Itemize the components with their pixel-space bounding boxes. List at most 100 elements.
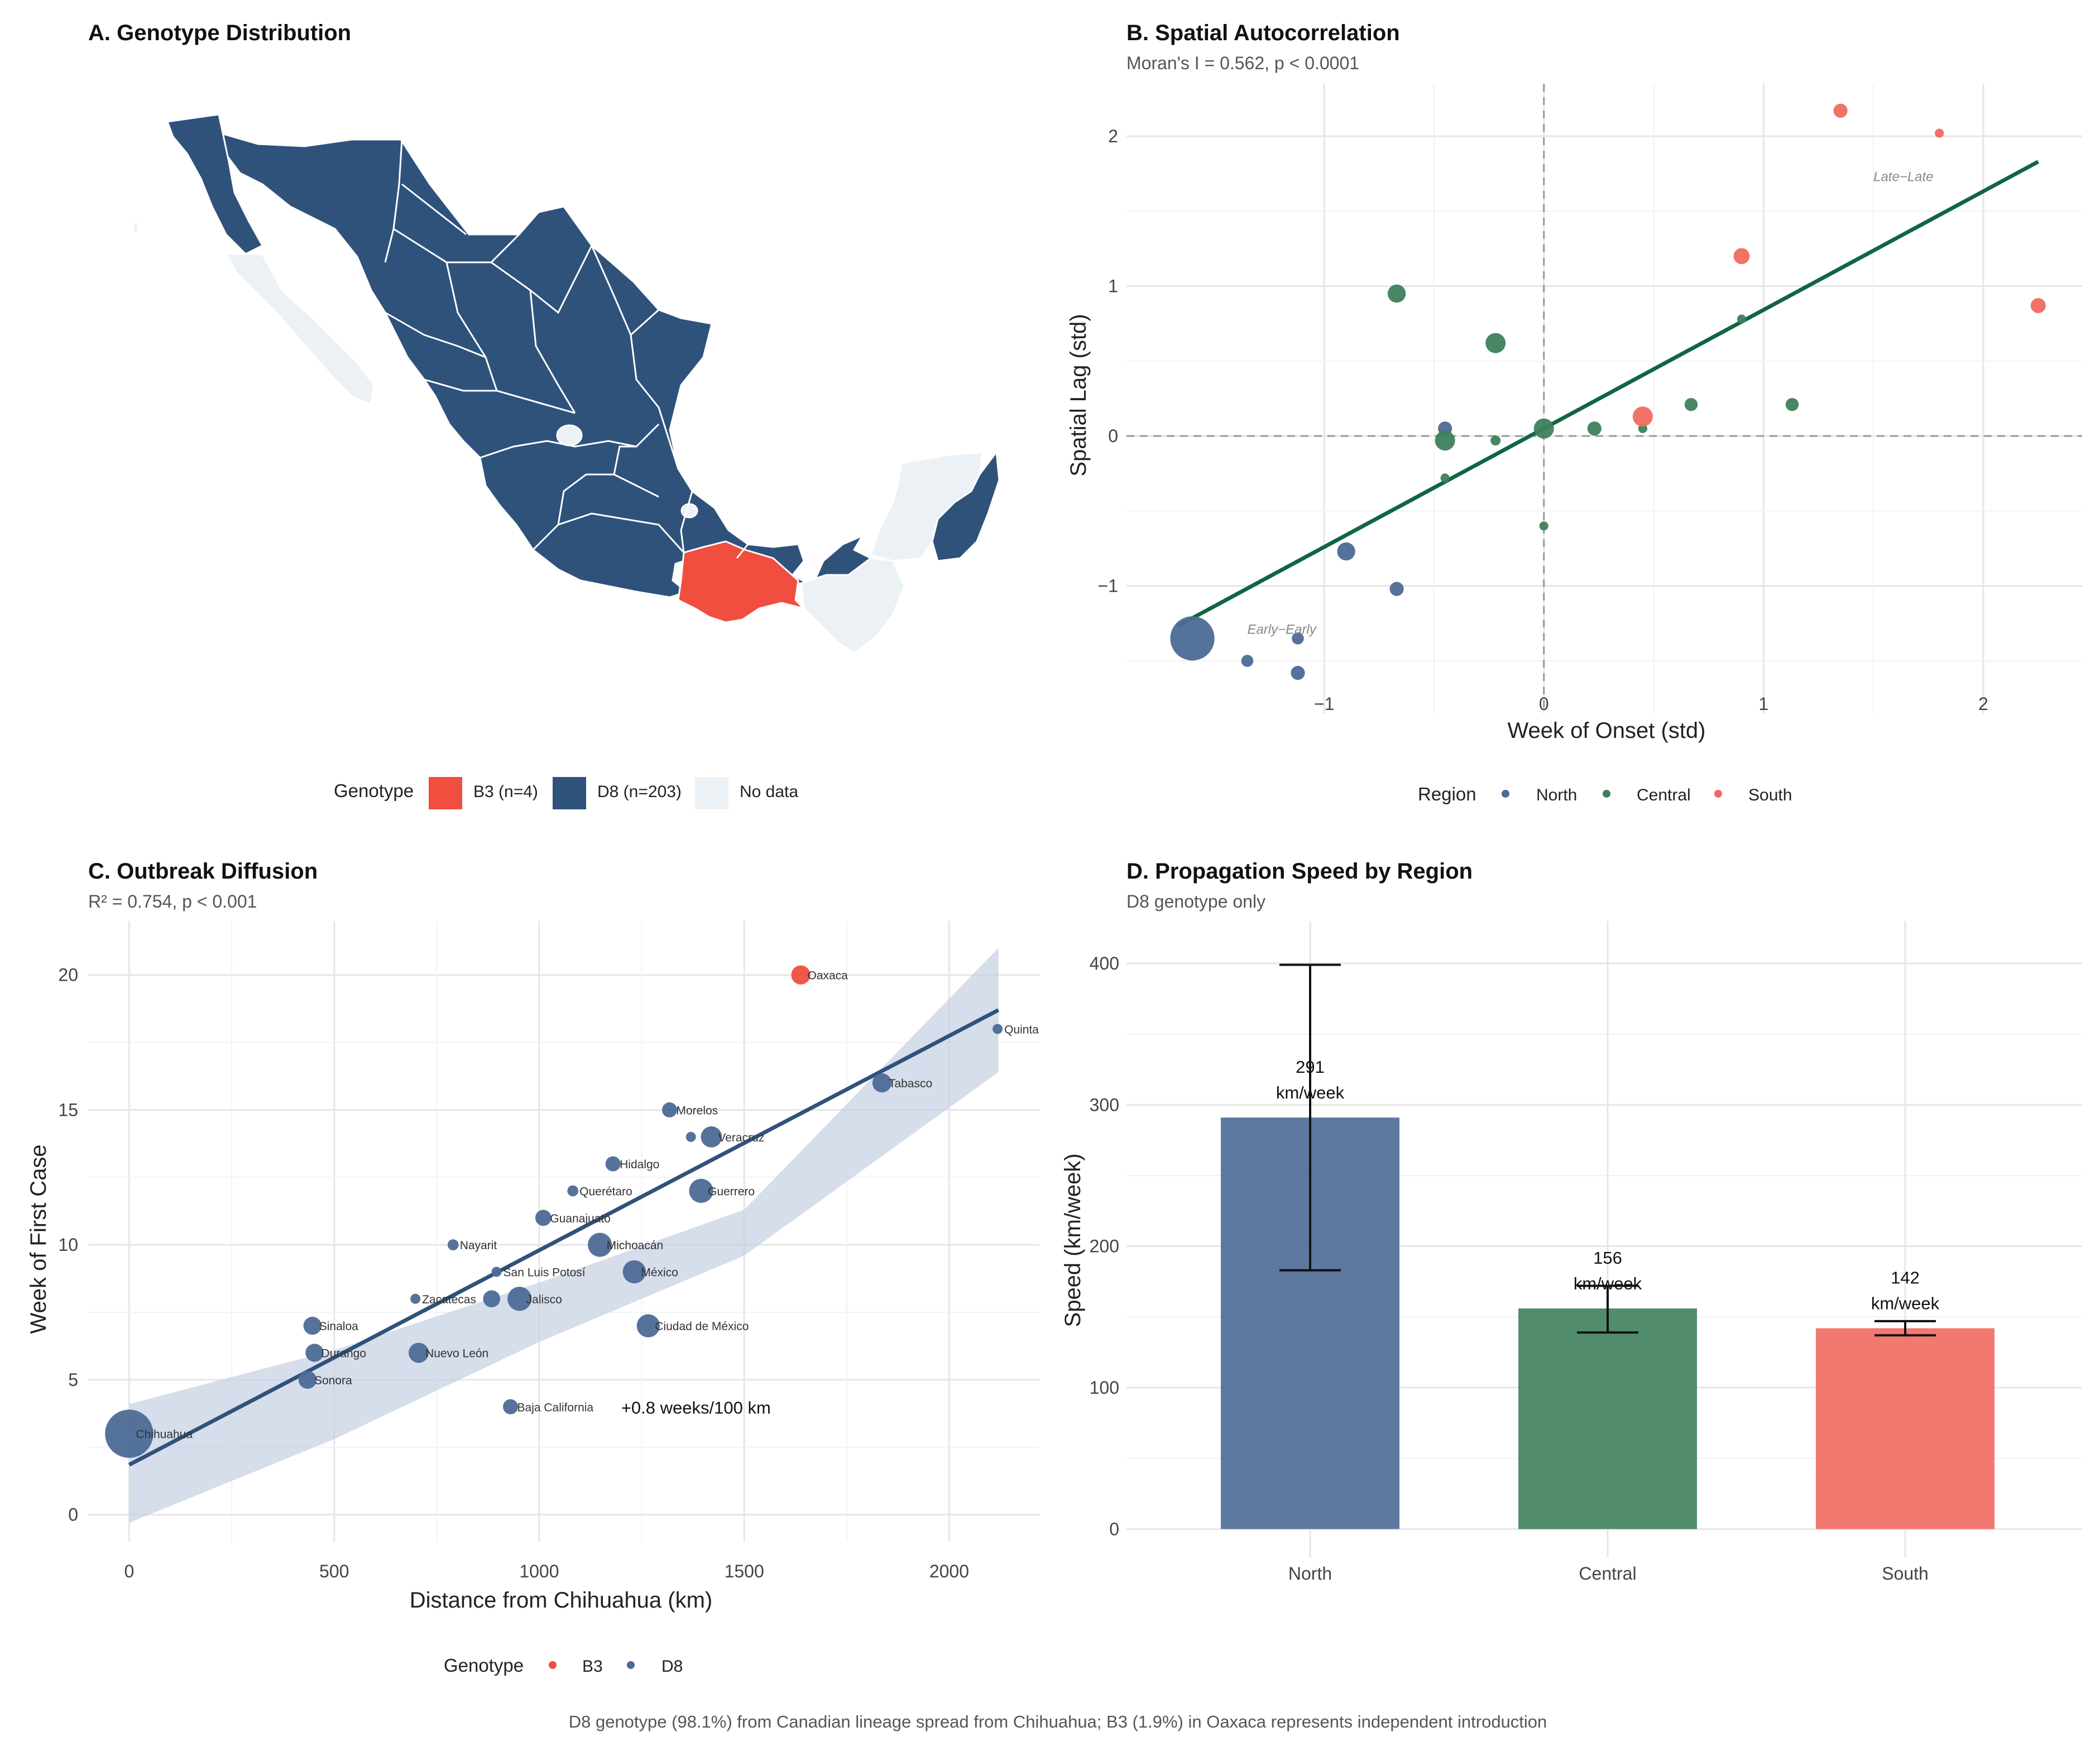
annotation-quadrant: Late−Late xyxy=(1873,170,1933,185)
map-region-chiapas[interactable] xyxy=(800,557,905,654)
point-label: Hidalgo xyxy=(620,1158,659,1171)
data-point-d8 xyxy=(105,1409,154,1458)
point-label: Querétaro xyxy=(579,1185,632,1198)
legend-label-d8: D8 (n=203) xyxy=(597,783,682,801)
point-label: Baja California xyxy=(517,1401,594,1414)
y-tick-label: −1 xyxy=(1098,576,1118,596)
panel-b-y-ticks: −1 0 1 2 xyxy=(1098,126,1118,596)
x-tick-label: 1 xyxy=(1758,694,1768,714)
point-label: Michoacán xyxy=(607,1239,664,1252)
map-region-aguascalientes[interactable] xyxy=(556,424,583,447)
map-region-quintana-roo[interactable] xyxy=(931,450,1000,562)
panel-c-x-ticks: 0 500 1000 1500 2000 xyxy=(124,1561,969,1581)
legend-label-north: North xyxy=(1536,786,1577,804)
data-point-central xyxy=(1387,284,1406,303)
x-tick-label: 2000 xyxy=(929,1561,969,1581)
data-point-d8 xyxy=(483,1290,501,1308)
legend-label-south: South xyxy=(1748,786,1792,804)
y-tick-label: 200 xyxy=(1090,1236,1119,1256)
y-tick-label: 5 xyxy=(68,1370,78,1390)
data-point-d8 xyxy=(588,1232,612,1257)
panel-b-points xyxy=(1170,103,2046,680)
panel-d-error-bars xyxy=(1279,963,1936,1337)
data-point-south xyxy=(1632,406,1653,427)
panel-d-x-ticks: North Central South xyxy=(1288,1563,1929,1584)
point-label: Nuevo León xyxy=(425,1347,488,1360)
y-tick-label: 10 xyxy=(58,1235,78,1255)
annotation-quadrant: Early−Early xyxy=(1247,622,1317,637)
map-region-tlaxcala[interactable] xyxy=(680,503,698,519)
data-point-d8 xyxy=(408,1342,429,1363)
legend-swatch-central xyxy=(1603,790,1610,798)
data-point-d8 xyxy=(298,1370,317,1389)
point-label: Guerrero xyxy=(708,1185,755,1198)
legend-title-genotype: Genotype xyxy=(334,780,414,801)
x-tick-label: 1000 xyxy=(519,1561,559,1581)
point-label: Tabasco xyxy=(889,1077,932,1090)
legend-swatch-b3 xyxy=(429,777,462,809)
panel-a: A. Genotype Distribution xyxy=(88,21,1000,809)
panel-b-grid xyxy=(1126,84,2082,713)
panel-d-y-ticks: 0 100 200 300 400 xyxy=(1090,953,1119,1539)
point-label: Durango xyxy=(321,1347,366,1360)
data-point-b3 xyxy=(791,965,811,985)
map-region-oaxaca[interactable] xyxy=(677,540,807,623)
point-label: Chihuahua xyxy=(136,1428,193,1441)
data-point-central xyxy=(1539,521,1548,531)
data-point-d8 xyxy=(447,1239,459,1251)
panel-c-title: C. Outbreak Diffusion xyxy=(88,859,318,884)
y-tick-label: 0 xyxy=(1108,426,1118,446)
data-point-north xyxy=(1337,542,1355,561)
data-point-south xyxy=(2030,298,2046,313)
data-point-d8 xyxy=(622,1260,646,1284)
legend-label-central: Central xyxy=(1637,786,1691,804)
panel-d-title: D. Propagation Speed by Region xyxy=(1126,859,1473,884)
y-tick-label: 300 xyxy=(1090,1095,1119,1115)
legend-label-nodata: No data xyxy=(740,783,798,801)
data-point-central xyxy=(1587,421,1602,436)
legend-label-b3: B3 (n=4) xyxy=(473,783,538,801)
data-point-north xyxy=(1241,655,1254,667)
panel-b-legend: Region North Central South xyxy=(1418,784,1792,804)
data-point-d8 xyxy=(303,1317,322,1335)
y-tick-label: 2 xyxy=(1108,126,1118,146)
point-label: Guanajuato xyxy=(550,1212,611,1225)
point-label: Quinta xyxy=(1004,1023,1039,1036)
panel-b-title: B. Spatial Autocorrelation xyxy=(1126,21,1400,45)
x-tick-label: South xyxy=(1882,1563,1929,1584)
legend-swatch-south xyxy=(1714,790,1722,798)
y-tick-label: 0 xyxy=(68,1505,78,1525)
point-label: San Luis Potosí xyxy=(504,1267,586,1279)
point-label: Nayarit xyxy=(460,1239,497,1252)
bar-unit-label: km/week xyxy=(1276,1083,1345,1102)
map-region-baja-california-sur[interactable] xyxy=(224,253,375,406)
panel-b-fit-line xyxy=(1176,160,2039,629)
legend-swatch-d8 xyxy=(553,777,586,809)
data-point-d8 xyxy=(507,1287,532,1311)
legend-label-d8-c: D8 xyxy=(661,1657,683,1676)
bar-value-label: 156 xyxy=(1593,1248,1622,1268)
point-label: Sinaloa xyxy=(319,1320,358,1333)
data-point-d8 xyxy=(305,1344,324,1362)
panel-d-bar-labels: 291 km/week 156 km/week 142 km/week xyxy=(1276,1057,1940,1313)
figure-caption: D8 genotype (98.1%) from Canadian lineag… xyxy=(569,1712,1547,1731)
data-point-south xyxy=(1733,248,1750,265)
map-region-d8[interactable] xyxy=(167,113,872,598)
x-tick-label: 1500 xyxy=(725,1561,764,1581)
panel-b-subtitle: Moran's I = 0.562, p < 0.0001 xyxy=(1126,53,1359,73)
map-island xyxy=(134,223,137,231)
panel-b-x-ticks: −1 0 1 2 xyxy=(1314,694,1988,714)
panel-c-fit-line xyxy=(128,1008,1000,1467)
data-point-d8 xyxy=(993,1024,1003,1034)
map-region-baja-california[interactable] xyxy=(166,113,264,255)
panel-d-subtitle: D8 genotype only xyxy=(1126,891,1265,912)
x-tick-label: North xyxy=(1288,1563,1332,1584)
data-point-central xyxy=(1785,398,1799,411)
x-tick-label: 0 xyxy=(1539,694,1549,714)
panel-b-reference-lines xyxy=(1126,84,2082,713)
legend-title-genotype-c: Genotype xyxy=(444,1655,524,1676)
point-label: Zacatecas xyxy=(422,1293,476,1306)
panel-d: D. Propagation Speed by Region D8 genoty… xyxy=(1061,859,2082,1584)
data-point-d8 xyxy=(689,1178,713,1203)
